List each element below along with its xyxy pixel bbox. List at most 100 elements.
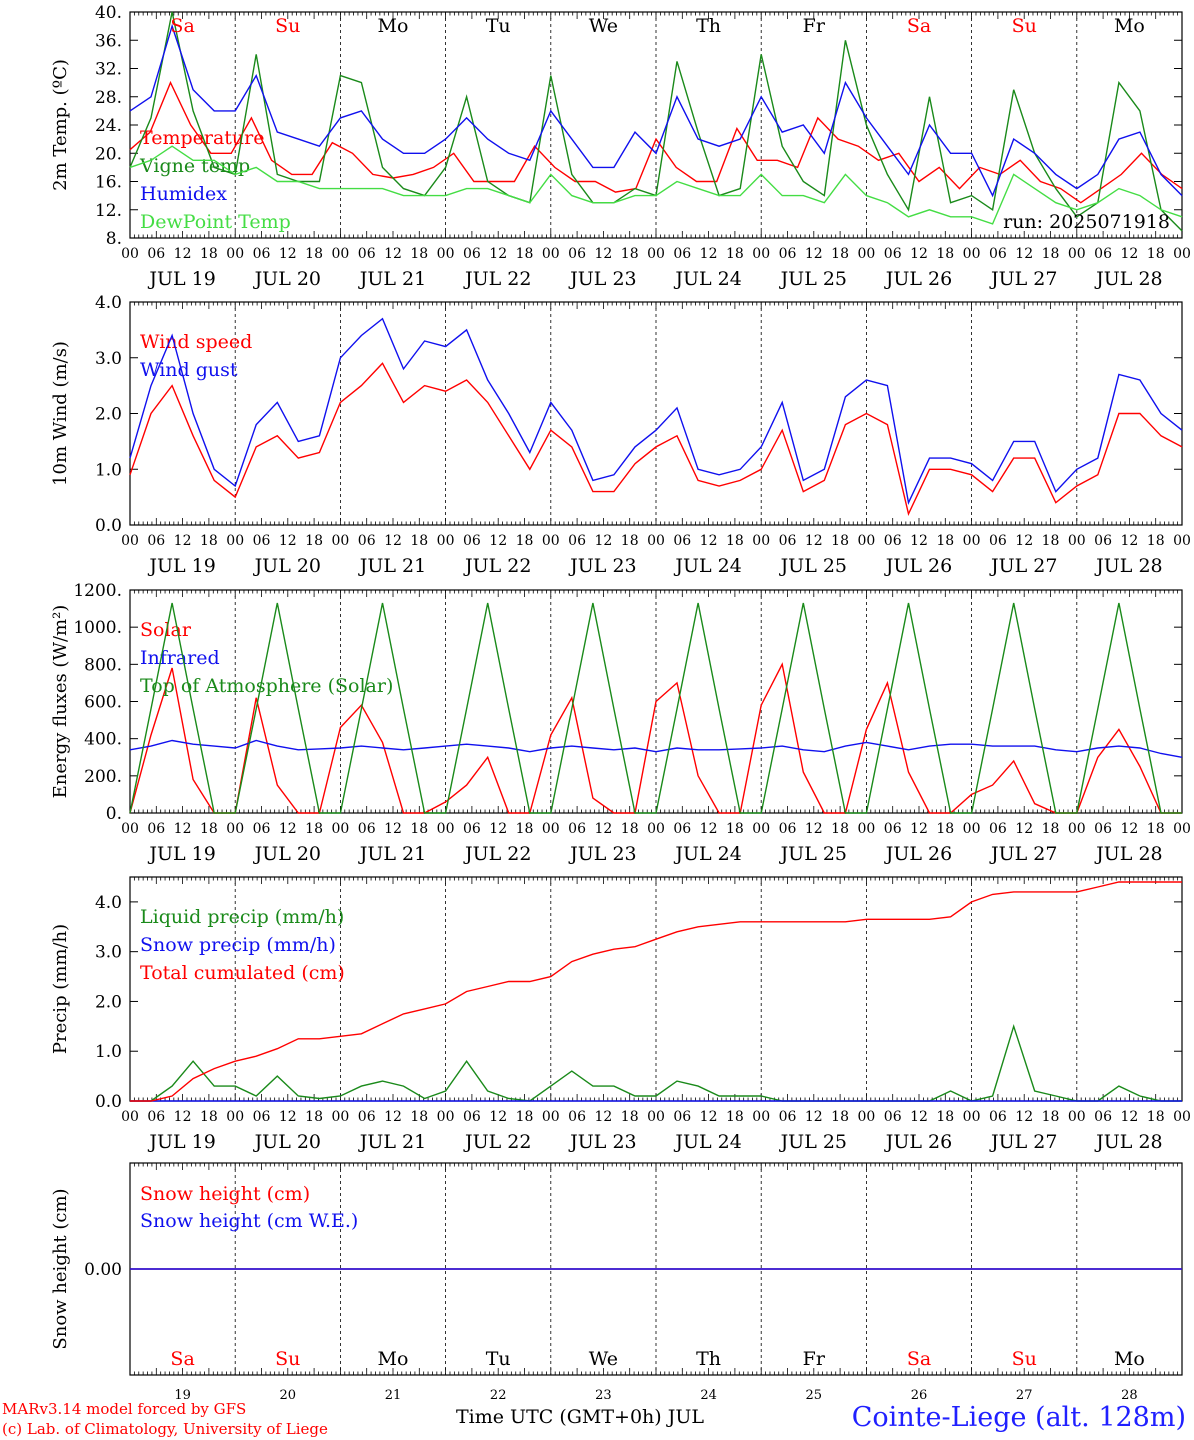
- credit-line-1: MARv3.14 model forced by GFS: [2, 1400, 247, 1418]
- hour-label: 00: [226, 1109, 244, 1125]
- hour-label: 06: [568, 1109, 586, 1125]
- hour-label: 06: [779, 246, 797, 262]
- date-label: JUL 28: [1094, 1131, 1162, 1153]
- hour-label: 12: [910, 533, 928, 549]
- hour-label: 06: [463, 1109, 481, 1125]
- hour-label: 12: [1120, 533, 1138, 549]
- hour-label: 06: [989, 246, 1007, 262]
- hour-label: 06: [673, 821, 691, 837]
- date-label: JUL 27: [989, 268, 1057, 290]
- hour-label: 00: [647, 533, 665, 549]
- hour-label: 06: [884, 246, 902, 262]
- hour-label: 00: [1173, 1109, 1191, 1125]
- legend-entry: DewPoint Temp: [140, 211, 291, 233]
- hour-label: 18: [831, 533, 849, 549]
- date-label: JUL 23: [568, 555, 636, 577]
- hour-label: 00: [752, 533, 770, 549]
- plot-frame: [129, 301, 1183, 526]
- hour-label: 00: [963, 246, 981, 262]
- y-tick-label: 1.0: [95, 1042, 122, 1062]
- hour-label: 18: [410, 1109, 428, 1125]
- weekday-label: Mo: [378, 1348, 409, 1370]
- y-axis-label: Snow height (cm): [50, 1188, 71, 1349]
- hour-label: 00: [1068, 1109, 1086, 1125]
- hour-label: 00: [331, 533, 349, 549]
- hour-label: 18: [305, 821, 323, 837]
- hour-label: 00: [437, 821, 455, 837]
- weekday-label: Th: [696, 15, 721, 37]
- date-label: JUL 27: [989, 555, 1057, 577]
- y-tick-label: 3.0: [95, 349, 122, 369]
- hour-label: 06: [253, 533, 271, 549]
- hour-label: 18: [305, 1109, 323, 1125]
- series-line: [129, 23, 1183, 198]
- series-line: [130, 881, 1182, 1102]
- y-tick-label: 0.00: [84, 1260, 122, 1280]
- hour-label: 18: [1042, 533, 1060, 549]
- hour-label: 18: [200, 246, 218, 262]
- hour-label: 00: [1068, 821, 1086, 837]
- date-label: JUL 28: [1094, 268, 1162, 290]
- date-label: JUL 25: [779, 555, 847, 577]
- hour-label: 18: [1147, 1109, 1165, 1125]
- hour-label: 06: [253, 821, 271, 837]
- date-label: JUL 25: [779, 1131, 847, 1153]
- y-axis-label: Energy fluxes (W/m²): [50, 605, 71, 799]
- hour-label: 12: [805, 821, 823, 837]
- weekday-label: Mo: [378, 15, 409, 37]
- date-label: JUL 26: [884, 268, 952, 290]
- y-tick-label: 0.0: [95, 516, 122, 536]
- hour-label: 06: [253, 1109, 271, 1125]
- hour-label: 18: [936, 1109, 954, 1125]
- hour-label: 12: [1120, 821, 1138, 837]
- weekday-label: We: [589, 1348, 618, 1370]
- y-tick-label: 1200.: [73, 581, 122, 601]
- hour-label: 06: [884, 1109, 902, 1125]
- hour-label: 12: [384, 1109, 402, 1125]
- hour-label: 00: [752, 1109, 770, 1125]
- hour-label: 18: [621, 533, 639, 549]
- hour-label: 00: [542, 246, 560, 262]
- hour-label: 12: [489, 246, 507, 262]
- hour-label: 06: [673, 246, 691, 262]
- hour-label: 06: [779, 1109, 797, 1125]
- hour-label: 00: [542, 821, 560, 837]
- hour-label: 00: [963, 533, 981, 549]
- date-label: JUL 28: [1094, 843, 1162, 865]
- date-label: JUL 24: [673, 555, 741, 577]
- hour-label: 12: [594, 533, 612, 549]
- time-axis-label: Time UTC (GMT+0h) JUL: [456, 1406, 704, 1428]
- hour-label: 06: [358, 246, 376, 262]
- day-number: 21: [385, 1388, 402, 1403]
- hour-label: 18: [410, 533, 428, 549]
- hour-label: 18: [1147, 246, 1165, 262]
- y-tick-label: 12.: [95, 201, 122, 221]
- hour-label: 12: [805, 533, 823, 549]
- date-label: JUL 20: [253, 1131, 321, 1153]
- date-label: JUL 25: [779, 843, 847, 865]
- weekday-label: Fr: [803, 1348, 826, 1370]
- hour-label: 12: [700, 821, 718, 837]
- date-label: JUL 27: [989, 843, 1057, 865]
- hour-label: 18: [200, 821, 218, 837]
- hour-label: 18: [831, 1109, 849, 1125]
- hour-label: 18: [726, 246, 744, 262]
- date-label: JUL 20: [253, 843, 321, 865]
- hour-label: 06: [1094, 821, 1112, 837]
- hour-label: 06: [147, 821, 165, 837]
- date-label: JUL 21: [358, 1131, 426, 1153]
- y-tick-label: 8.: [106, 229, 122, 249]
- hour-label: 00: [331, 246, 349, 262]
- hour-label: 06: [253, 246, 271, 262]
- run-label: run: 2025071918: [1003, 211, 1170, 233]
- day-number: 20: [280, 1388, 297, 1403]
- day-number: 22: [490, 1388, 507, 1403]
- hour-label: 12: [489, 533, 507, 549]
- hour-label: 06: [358, 821, 376, 837]
- hour-label: 06: [989, 533, 1007, 549]
- hour-label: 18: [305, 246, 323, 262]
- weekday-label: Sa: [170, 15, 194, 37]
- y-tick-label: 40.: [95, 3, 122, 23]
- panel-5: 0.00 Snow height (cm) Snow height (cm) Snow…: [50, 1162, 1183, 1403]
